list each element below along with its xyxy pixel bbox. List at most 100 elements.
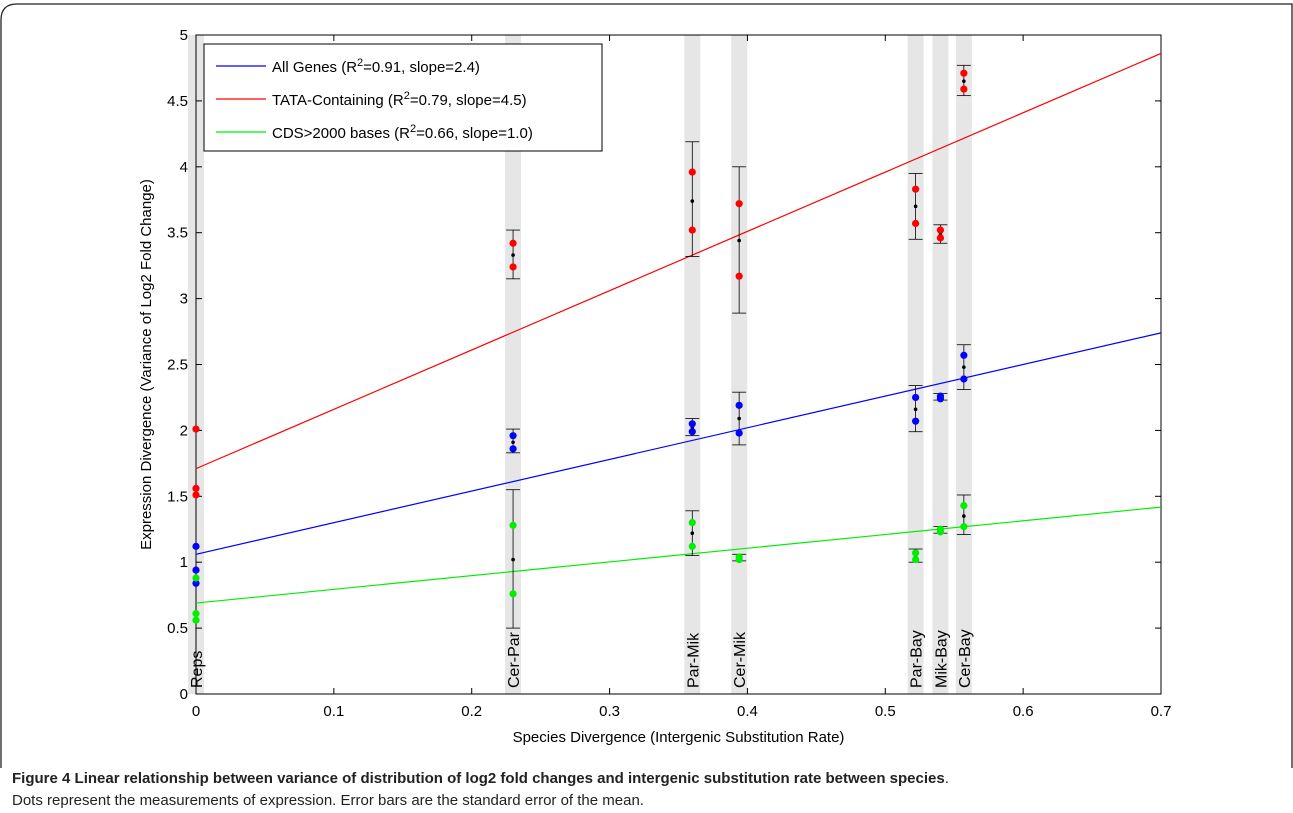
data-point <box>509 590 517 598</box>
data-point <box>912 185 920 193</box>
y-tick-label: 3.5 <box>167 225 188 242</box>
data-point <box>912 549 920 557</box>
data-point <box>735 555 743 564</box>
y-tick-label: 1.5 <box>167 488 188 505</box>
data-point <box>688 428 696 436</box>
comparison-band <box>505 35 522 694</box>
data-point <box>912 417 920 425</box>
data-point <box>960 501 968 510</box>
mean-point <box>913 204 918 209</box>
y-tick-label: 4.5 <box>167 93 188 110</box>
x-tick-label: 0.3 <box>599 703 620 720</box>
y-tick-label: 2 <box>180 422 188 439</box>
figure-label: Figure 4 <box>12 770 71 787</box>
mean-point <box>737 416 741 421</box>
figure-caption: Figure 4 Linear relationship between var… <box>12 768 1287 812</box>
y-tick-label: 0 <box>180 686 188 703</box>
comparison-label: Mik-Bay <box>933 630 950 688</box>
x-tick-label: 0.4 <box>737 703 758 720</box>
fit-line <box>195 506 1162 604</box>
data-point <box>735 429 743 437</box>
mean-point <box>913 407 918 412</box>
figure-title-period: . <box>944 770 949 787</box>
data-point <box>509 263 517 271</box>
data-point <box>192 542 200 550</box>
fit-line <box>195 52 1162 470</box>
data-point <box>192 566 200 574</box>
mean-point <box>511 557 515 562</box>
mean-point <box>962 514 966 518</box>
fit-line <box>195 332 1162 555</box>
data-point <box>688 226 696 234</box>
data-point <box>960 85 968 93</box>
data-point <box>936 226 945 234</box>
x-tick-label: 0.1 <box>323 703 344 720</box>
comparison-label: Reps <box>189 651 206 688</box>
comparison-label: Cer-Bay <box>957 629 974 688</box>
data-point <box>960 375 968 383</box>
legend-box <box>203 43 603 152</box>
comparison-band <box>684 35 701 694</box>
data-point <box>509 521 517 529</box>
mean-point <box>690 199 695 203</box>
data-point <box>960 69 968 77</box>
data-point <box>192 484 200 492</box>
data-point <box>912 555 920 564</box>
data-point <box>192 579 200 587</box>
data-point <box>192 610 200 618</box>
x-tick-label: 0.6 <box>1013 703 1034 720</box>
y-tick-label: 4 <box>180 159 188 176</box>
y-axis-title: Expression Divergence (Variance of Log2 … <box>138 179 155 550</box>
data-point <box>960 523 968 531</box>
comparison-label: Par-Mik <box>685 632 702 688</box>
data-point <box>688 420 696 428</box>
comparison-band <box>932 35 949 694</box>
x-axis-title: Species Divergence (Intergenic Substitut… <box>513 729 845 746</box>
data-point <box>688 168 696 176</box>
figure-title: Linear relationship between variance of … <box>74 770 945 787</box>
mean-point <box>690 531 695 536</box>
legend-entry: All Genes (R2=0.91, slope=2.4) <box>272 57 480 76</box>
data-point <box>192 574 200 582</box>
x-tick-label: 0.7 <box>1151 703 1172 720</box>
data-point <box>688 519 696 527</box>
mean-point <box>511 253 515 257</box>
data-point <box>912 393 920 402</box>
scatter-chart: 0 0.1 0.2 0.3 0.4 0.5 0.6 0.7 0 0.5 1 1.5 2 2.5 3 3.5 4 4… <box>0 3 1293 768</box>
data-point <box>735 200 743 208</box>
x-tick-label: 0 <box>192 703 200 720</box>
data-point <box>192 616 200 624</box>
comparison-label: Par-Bay <box>909 630 926 688</box>
data-point <box>192 425 200 433</box>
figure-border <box>0 3 1293 768</box>
data-point <box>936 395 945 403</box>
y-tick-label: 0.5 <box>167 620 188 637</box>
mean-point <box>511 440 515 445</box>
data-point <box>960 351 968 359</box>
data-point <box>735 401 743 409</box>
mean-point <box>737 238 741 243</box>
y-tick-label: 5 <box>180 27 188 44</box>
data-point <box>735 272 743 280</box>
mean-point <box>962 79 966 83</box>
legend-entry: CDS>2000 bases (R2=0.66, slope=1.0) <box>272 123 533 142</box>
comparison-band <box>907 35 924 694</box>
data-point <box>192 491 200 499</box>
mean-point <box>962 365 966 369</box>
legend-entry: TATA-Containing (R2=0.79, slope=4.5) <box>272 90 527 109</box>
y-tick-label: 2.5 <box>167 357 188 374</box>
y-tick-label: 3 <box>180 291 188 308</box>
data-point <box>936 234 945 242</box>
data-point <box>509 239 517 247</box>
comparison-label: Cer-Par <box>506 631 523 688</box>
data-point <box>509 445 517 453</box>
data-point <box>936 528 945 536</box>
comparison-label: Cer-Mik <box>732 631 749 688</box>
comparison-band <box>731 35 748 694</box>
data-point <box>509 432 517 440</box>
data-point <box>688 542 696 550</box>
x-tick-label: 0.2 <box>461 703 482 720</box>
figure-description: Dots represent the measurements of expre… <box>12 792 644 809</box>
x-tick-label: 0.5 <box>875 703 896 720</box>
